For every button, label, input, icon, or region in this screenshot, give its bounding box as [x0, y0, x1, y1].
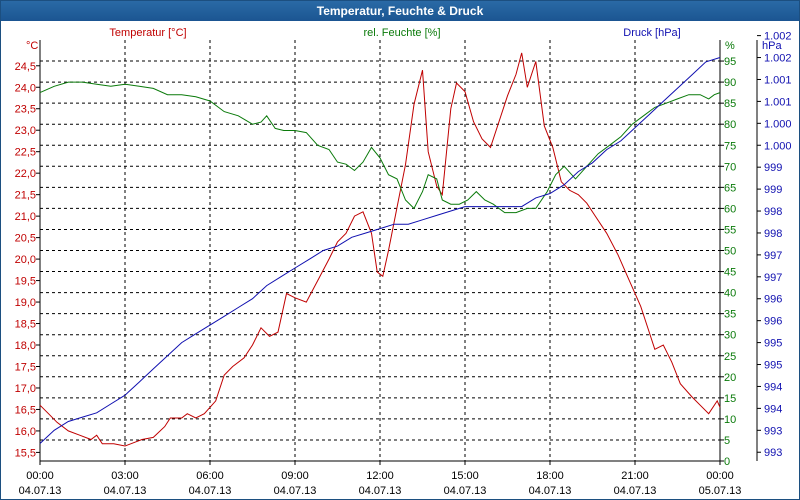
x-tick-date: 04.07.13 [529, 485, 572, 497]
temperature-tick-label: 17,0 [15, 383, 36, 395]
temperature-tick-label: 16,5 [15, 404, 36, 416]
humidity-tick-label: 45 [724, 267, 736, 279]
humidity-tick-label: 55 [724, 224, 736, 236]
humidity-series-line [39, 81, 721, 214]
humidity-tick-label: 50 [724, 246, 736, 258]
pressure-tick-label: 995 [764, 360, 782, 372]
x-tick-time: 00:00 [706, 470, 734, 482]
pressure-tick-label: 998 [764, 228, 782, 240]
temperature-tick-label: 18,5 [15, 319, 36, 331]
pressure-tick-label: 997 [764, 272, 782, 284]
temperature-tick-label: 15,5 [15, 447, 36, 459]
series-lines [39, 52, 721, 447]
x-tick-date: 04.07.13 [274, 485, 317, 497]
pressure-axis-label: Druck [hPa] [623, 27, 680, 39]
pressure-tick-label: 999 [764, 162, 782, 174]
temperature-tick-label: 20,5 [15, 233, 36, 245]
x-tick-date: 04.07.13 [189, 485, 232, 497]
humidity-tick-label: 85 [724, 98, 736, 110]
humidity-tick-label: 40 [724, 288, 736, 300]
temperature-tick-label: 21,0 [15, 211, 36, 223]
x-tick-time: 18:00 [536, 470, 564, 482]
temperature-tick-label: 24,5 [15, 61, 36, 73]
temperature-tick-label: 24,0 [15, 82, 36, 94]
temperature-tick-label: 21,5 [15, 190, 36, 202]
humidity-tick-label: 95 [724, 56, 736, 68]
humidity-tick-label: 5 [724, 435, 730, 447]
temperature-series-line [39, 52, 721, 447]
x-tick-time: 15:00 [451, 470, 479, 482]
humidity-tick-label: 30 [724, 330, 736, 342]
x-tick-date: 04.07.13 [104, 485, 147, 497]
x-tick-date: 04.07.13 [614, 485, 657, 497]
temperature-tick-label: 22,5 [15, 147, 36, 159]
temperature-tick-label: 22,0 [15, 168, 36, 180]
pressure-tick-label: 995 [764, 338, 782, 350]
humidity-tick-label: 15 [724, 393, 736, 405]
x-tick-time: 03:00 [111, 470, 139, 482]
tick-labels: 00:00 04.07.13 03:00 04.07.13 06:00 04.07.13 0… [15, 31, 792, 497]
pressure-tick-label: 1.001 [764, 74, 792, 86]
temperature-tick-label: 23,5 [15, 104, 36, 116]
temperature-tick-label: 17,5 [15, 361, 36, 373]
humidity-tick-label: 25 [724, 351, 736, 363]
pressure-tick-label: 993 [764, 425, 782, 437]
humidity-tick-label: 65 [724, 182, 736, 194]
humidity-tick-label: 20 [724, 372, 736, 384]
pressure-tick-label: 997 [764, 250, 782, 262]
pressure-tick-label: 996 [764, 316, 782, 328]
humidity-tick-label: 0 [724, 456, 730, 468]
temperature-tick-label: 19,0 [15, 297, 36, 309]
x-tick-date: 04.07.13 [19, 485, 62, 497]
x-tick-time: 12:00 [366, 470, 394, 482]
humidity-tick-label: 60 [724, 203, 736, 215]
pressure-tick-label: 1.000 [764, 140, 792, 152]
humidity-tick-label: 80 [724, 119, 736, 131]
temperature-tick-label: 20,0 [15, 254, 36, 266]
humidity-unit: % [725, 40, 735, 52]
humidity-tick-label: 70 [724, 161, 736, 173]
pressure-tick-label: 993 [764, 447, 782, 459]
pressure-tick-label: 994 [764, 403, 782, 415]
x-tick-time: 09:00 [281, 470, 309, 482]
x-tick-date: 05.07.13 [699, 485, 742, 497]
temperature-unit: °C [26, 40, 38, 52]
pressure-series-line [39, 57, 721, 444]
pressure-tick-label: 1.000 [764, 118, 792, 130]
humidity-axis-label: rel. Feuchte [%] [363, 27, 440, 39]
humidity-tick-label: 35 [724, 309, 736, 321]
pressure-tick-label: 998 [764, 206, 782, 218]
chart-title: Temperatur, Feuchte & Druck [1, 1, 799, 21]
x-tick-date: 04.07.13 [359, 485, 402, 497]
pressure-tick-label: 1.002 [764, 53, 792, 65]
humidity-tick-label: 90 [724, 77, 736, 89]
pressure-tick-label: 1.001 [764, 96, 792, 108]
x-tick-time: 21:00 [621, 470, 649, 482]
temperature-tick-label: 23,0 [15, 125, 36, 137]
pressure-unit: hPa [762, 40, 782, 52]
humidity-tick-label: 75 [724, 140, 736, 152]
pressure-tick-label: 999 [764, 184, 782, 196]
temperature-tick-label: 19,5 [15, 276, 36, 288]
temperature-tick-label: 18,0 [15, 340, 36, 352]
temperature-axis-label: Temperatur [°C] [109, 27, 186, 39]
temperature-tick-label: 16,0 [15, 426, 36, 438]
x-tick-time: 00:00 [26, 470, 54, 482]
grid [36, 35, 761, 465]
pressure-tick-label: 1.002 [764, 31, 792, 43]
x-tick-time: 06:00 [196, 470, 224, 482]
x-tick-date: 04.07.13 [444, 485, 487, 497]
pressure-tick-label: 996 [764, 294, 782, 306]
humidity-tick-label: 10 [724, 414, 736, 426]
pressure-tick-label: 994 [764, 381, 782, 393]
